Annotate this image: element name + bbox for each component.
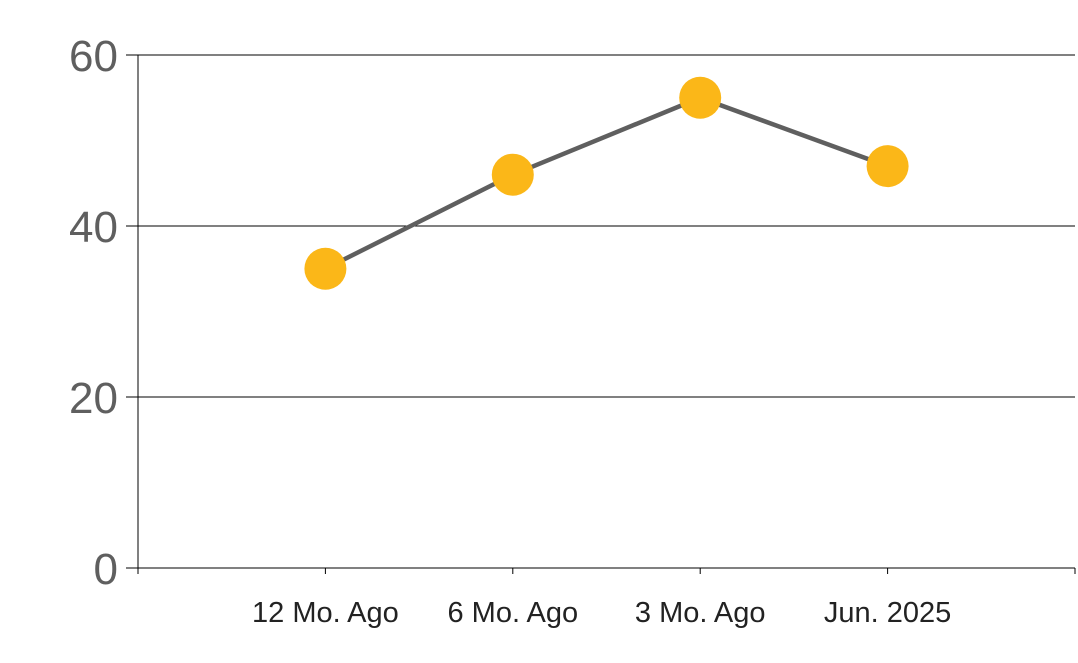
x-tick-label: 3 Mo. Ago (635, 597, 766, 629)
x-tick-label: Jun. 2025 (824, 597, 951, 629)
x-axis (137, 55, 1076, 574)
x-tick-label: 12 Mo. Ago (252, 597, 399, 629)
data-point (866, 145, 909, 188)
y-tick-labels: 0 20 40 60 (69, 32, 118, 594)
x-tick-label: 6 Mo. Ago (448, 597, 579, 629)
data-point (491, 153, 534, 196)
series-line (323, 95, 890, 271)
x-tick-labels: 12 Mo. Ago 6 Mo. Ago 3 Mo. Ago Jun. 2025 (252, 597, 951, 629)
data-points (304, 76, 909, 290)
series-line-group (323, 95, 890, 271)
y-tick-label: 0 (94, 545, 118, 594)
y-tick-label: 60 (69, 32, 118, 81)
gridlines (126, 54, 1075, 569)
data-point (679, 76, 722, 119)
y-tick-label: 20 (69, 374, 118, 423)
y-tick-label: 40 (69, 203, 118, 252)
data-point (304, 247, 347, 290)
